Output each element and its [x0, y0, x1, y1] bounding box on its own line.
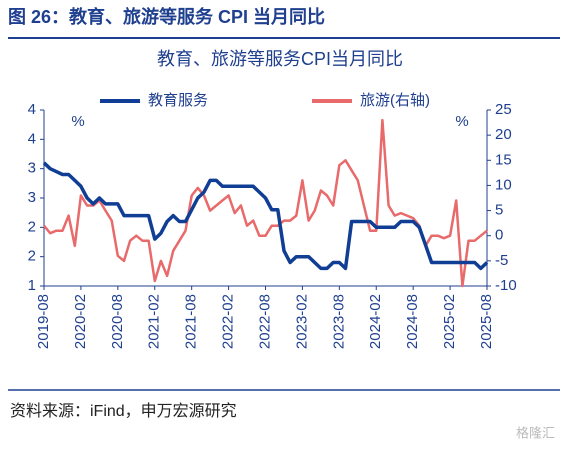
x-tick-label: 2021-08: [183, 294, 200, 349]
legend-label: 旅游(右轴): [360, 92, 430, 109]
x-tick-label: 2019-08: [35, 294, 52, 349]
x-tick-label: 2025-08: [478, 294, 495, 349]
y-tick-label: 2: [28, 218, 36, 235]
x-tick-label: 2020-08: [109, 294, 126, 349]
y2-tick-label: -5: [495, 252, 508, 269]
watermark: 格隆汇: [516, 425, 555, 440]
y-tick-label: 4: [28, 101, 36, 118]
x-tick-label: 2022-02: [220, 294, 237, 349]
x-tick-label: 2022-08: [256, 294, 273, 349]
x-tick-label: 2024-08: [404, 294, 421, 349]
y2-tick-label: 15: [495, 151, 512, 168]
y2-tick-label: 20: [495, 126, 512, 143]
y-tick-label: 3: [28, 160, 36, 177]
y-tick-label: 4: [28, 130, 36, 147]
legend-label: 教育服务: [148, 92, 208, 109]
y2-tick-label: 5: [495, 202, 503, 219]
x-tick-label: 2021-02: [146, 294, 163, 349]
y-tick-label: 1: [28, 277, 36, 294]
y2-unit: %: [455, 113, 468, 130]
y-tick-label: 3: [28, 189, 36, 206]
y-tick-label: 2: [28, 248, 36, 265]
y2-tick-label: 10: [495, 176, 512, 193]
x-tick-label: 2025-02: [441, 294, 458, 349]
x-tick-label: 2020-02: [72, 294, 89, 349]
series-line: [42, 161, 489, 271]
y2-tick-label: 0: [495, 227, 503, 244]
y-unit: %: [71, 113, 84, 130]
header-title: 图 26：教育、旅游等服务 CPI 当月同比: [8, 6, 325, 27]
x-tick-label: 2024-02: [367, 294, 384, 349]
y2-tick-label: 25: [495, 101, 512, 118]
series-line: [43, 118, 488, 288]
x-tick-label: 2023-02: [293, 294, 310, 349]
chart-title: 教育、旅游等服务CPI当月同比: [157, 49, 403, 69]
x-tick-label: 2023-08: [330, 294, 347, 349]
source: 资料来源：iFind，申万宏源研究: [10, 402, 237, 420]
y2-tick-label: -10: [495, 277, 517, 294]
